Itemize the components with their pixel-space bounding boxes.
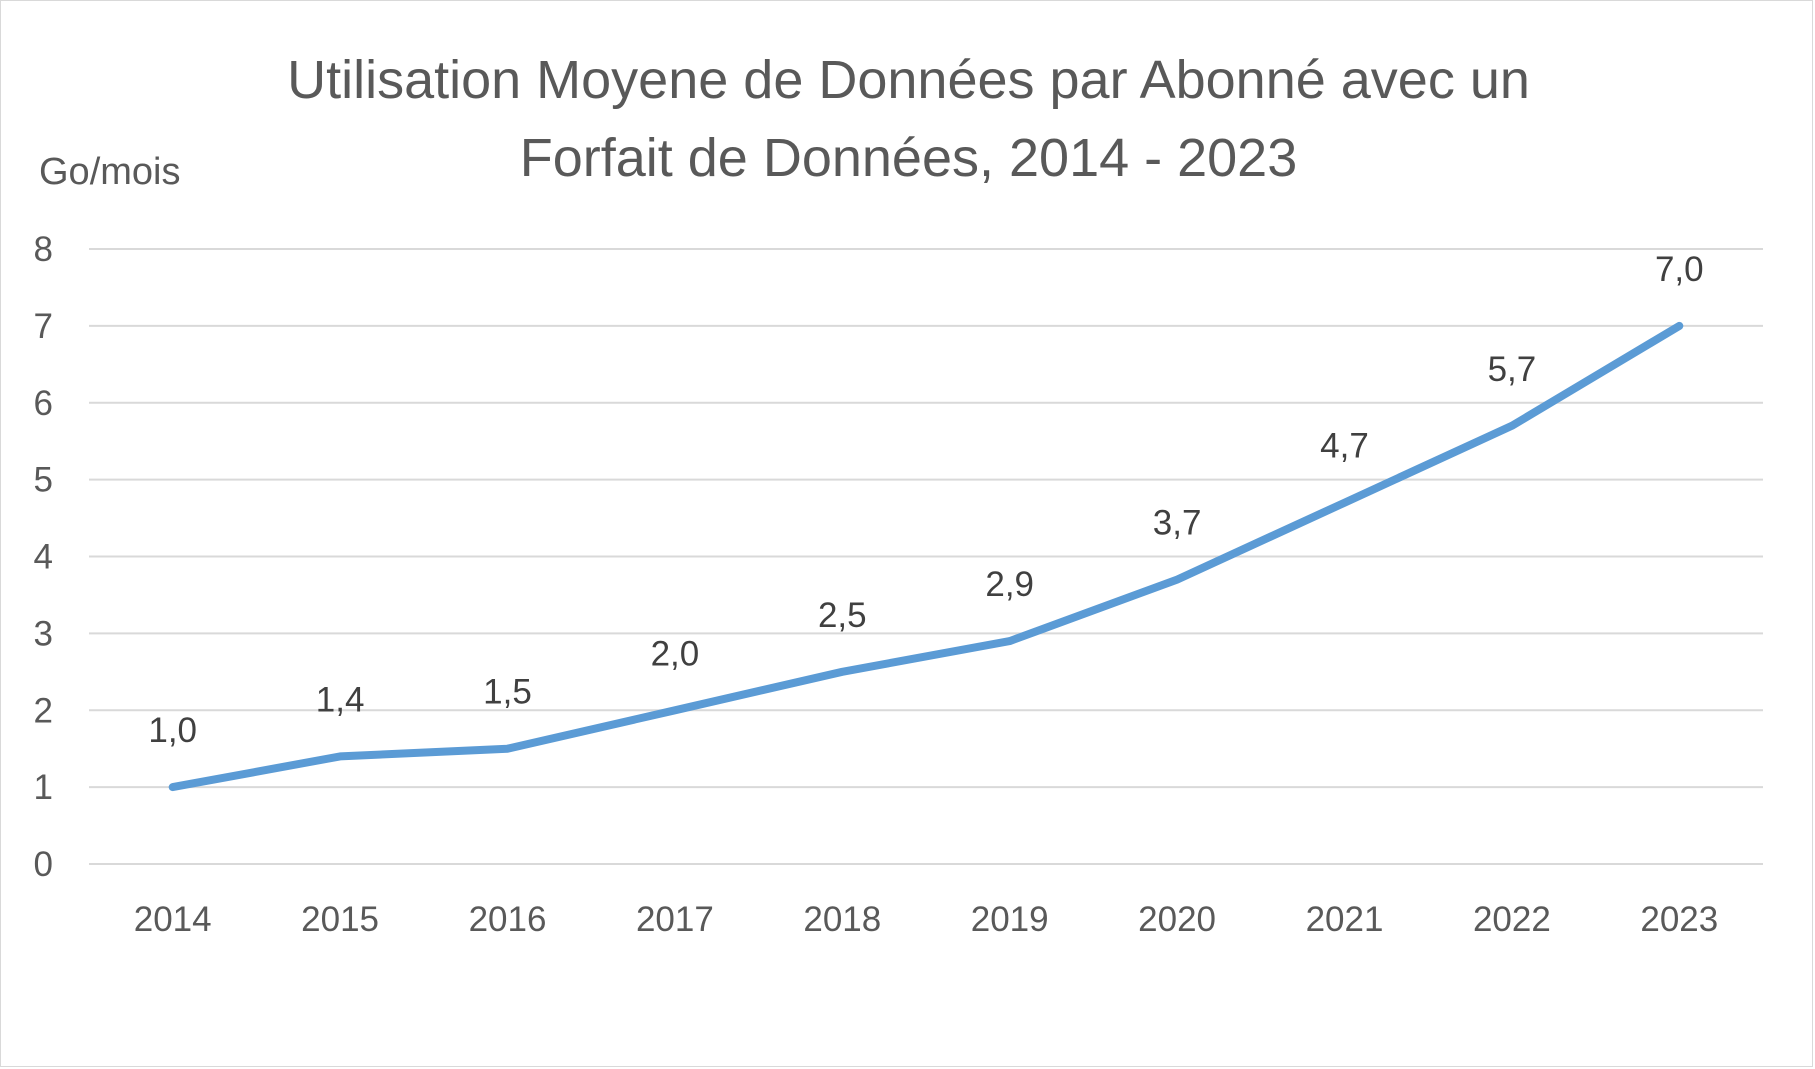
x-tick-label: 2020 <box>1138 900 1216 939</box>
y-tick-label: 2 <box>34 691 53 730</box>
x-tick-label: 2021 <box>1306 900 1384 939</box>
x-tick-label: 2018 <box>803 900 881 939</box>
data-label: 2,0 <box>651 634 700 673</box>
chart-title-line-1: Utilisation Moyene de Données par Abonné… <box>287 50 1530 110</box>
x-tick-label: 2017 <box>636 900 714 939</box>
y-tick-label: 8 <box>34 230 53 269</box>
y-tick-label: 5 <box>34 461 53 500</box>
data-label: 2,9 <box>985 565 1034 604</box>
y-tick-label: 4 <box>34 538 53 577</box>
chart-title: Utilisation Moyene de Données par Abonné… <box>1 41 1815 197</box>
data-label: 4,7 <box>1320 427 1369 466</box>
series-line <box>168 321 1684 792</box>
data-label: 3,7 <box>1153 504 1202 543</box>
x-axis-tick-labels: 2014 2015 2016 2017 2018 2019 2020 2021 2022 2023 <box>134 900 1718 939</box>
data-label: 1,5 <box>483 673 532 712</box>
data-label: 2,5 <box>818 596 867 635</box>
x-tick-label: 2023 <box>1640 900 1718 939</box>
series-line-group <box>168 321 1684 792</box>
y-tick-label: 3 <box>34 614 53 653</box>
gridlines <box>89 248 1763 865</box>
y-tick-label: 1 <box>34 768 53 807</box>
data-label: 7,0 <box>1655 250 1704 289</box>
y-tick-label: 7 <box>34 307 53 346</box>
x-tick-label: 2016 <box>469 900 547 939</box>
data-label: 1,0 <box>148 711 197 750</box>
x-tick-label: 2019 <box>971 900 1049 939</box>
y-axis-tick-labels: 0 1 2 3 4 5 6 7 8 <box>34 230 53 884</box>
y-tick-label: 6 <box>34 384 53 423</box>
data-labels: 1,0 1,4 1,5 2,0 2,5 2,9 3,7 4,7 5,7 7,0 <box>148 250 1703 750</box>
data-label: 5,7 <box>1488 350 1537 389</box>
x-tick-label: 2015 <box>301 900 379 939</box>
data-label: 1,4 <box>316 680 365 719</box>
y-axis-unit-label: Go/mois <box>39 151 181 193</box>
x-tick-label: 2014 <box>134 900 212 939</box>
x-tick-label: 2022 <box>1473 900 1551 939</box>
y-tick-label: 0 <box>34 845 53 884</box>
chart-title-line-2: Forfait de Données, 2014 - 2023 <box>519 128 1298 188</box>
